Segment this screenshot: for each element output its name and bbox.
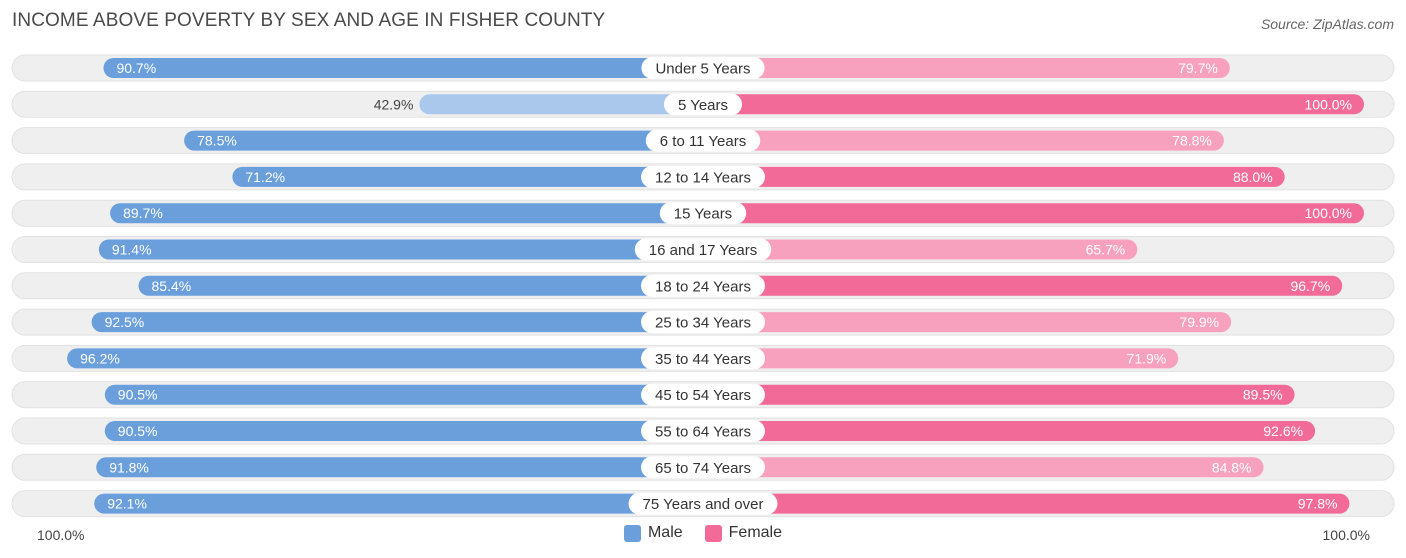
category-pill-45-to-54-years — [641, 383, 765, 406]
bar-male-18-to-24-years — [138, 275, 704, 296]
category-label-65-to-74-years: 65 to 74 Years — [655, 460, 751, 477]
value-label-male-16-and-17-years: 91.4% — [112, 242, 152, 258]
category-label-6-to-11-years: 6 to 11 Years — [660, 133, 746, 150]
category-pill-55-to-64-years — [641, 420, 765, 442]
value-label-male-75-years-and-over: 92.1% — [107, 496, 147, 512]
bar-female-25-to-34-years — [703, 312, 1232, 333]
category-label-16-and-17-years: 16 and 17 Years — [649, 242, 757, 259]
category-pill-75-years-and-over — [628, 492, 778, 515]
category-label-45-to-54-years: 45 to 54 Years — [655, 387, 751, 404]
value-label-male-18-to-24-years: 85.4% — [152, 278, 192, 294]
value-label-male-55-to-64-years: 90.5% — [118, 423, 158, 439]
category-pill-18-to-24-years — [641, 274, 765, 297]
value-label-female-55-to-64-years: 92.6% — [1263, 423, 1303, 439]
category-label-18-to-24-years: 18 to 24 Years — [655, 278, 751, 295]
value-label-female-12-to-14-years: 88.0% — [1233, 169, 1273, 185]
bar-male-35-to-44-years — [67, 348, 704, 369]
bar-female-6-to-11-years — [703, 130, 1224, 151]
legend: Male Female — [0, 524, 1406, 542]
value-label-male-35-to-44-years: 96.2% — [80, 350, 120, 366]
bar-female-5-years — [703, 94, 1364, 115]
value-label-male-45-to-54-years: 90.5% — [118, 387, 158, 403]
value-label-female-15-years: 100.0% — [1305, 205, 1352, 221]
legend-swatch-female — [704, 524, 722, 542]
bar-female-15-years — [703, 203, 1364, 224]
source-note: Source: ZipAtlas.com — [1260, 16, 1394, 32]
axis-left-label: 100.0% — [37, 527, 85, 543]
value-label-female-35-to-44-years: 71.9% — [1127, 350, 1167, 366]
legend-label-female: Female — [728, 524, 783, 541]
bar-male-45-to-54-years — [104, 384, 704, 405]
axis-right-label: 100.0% — [1322, 527, 1370, 543]
bar-male-55-to-64-years — [104, 421, 704, 441]
chart-area: 90.7% 79.7% Under 5 Years 42.9% 100.0% 5 Year… — [11, 54, 1395, 518]
category-pill-65-to-74-years — [641, 456, 765, 479]
value-label-female-6-to-11-years: 78.8% — [1172, 133, 1212, 149]
category-label-35-to-44-years: 35 to 44 Years — [655, 351, 751, 368]
bar-male-15-years — [110, 203, 703, 224]
category-pill-6-to-11-years — [645, 129, 761, 152]
chart-title: INCOME ABOVE POVERTY BY SEX AND AGE IN F… — [12, 10, 606, 31]
value-label-male-12-to-14-years: 71.2% — [245, 169, 285, 185]
bar-male-5-years — [419, 94, 703, 115]
legend-item-male[interactable]: Male — [623, 524, 683, 542]
legend-label-male: Male — [647, 524, 683, 541]
value-label-female-18-to-24-years: 96.7% — [1290, 278, 1330, 294]
category-label-under-5-years: Under 5 Years — [655, 61, 750, 78]
category-label-25-to-34-years: 25 to 34 Years — [655, 315, 751, 332]
category-pill-35-to-44-years — [641, 347, 765, 370]
category-pill-5-years — [663, 93, 743, 116]
category-label-12-to-14-years: 12 to 14 Years — [655, 169, 751, 186]
bar-male-75-years-and-over — [94, 493, 704, 514]
category-label-75-years-and-over: 75 Years and over — [643, 496, 764, 513]
value-label-male-under-5-years: 90.7% — [116, 60, 156, 76]
category-pill-15-years — [659, 202, 747, 225]
value-label-female-45-to-54-years: 89.5% — [1243, 387, 1283, 403]
bar-male-under-5-years — [103, 58, 703, 78]
bar-female-under-5-years — [703, 58, 1230, 78]
bar-female-35-to-44-years — [703, 348, 1179, 369]
bar-female-16-and-17-years — [703, 239, 1138, 260]
bar-female-12-to-14-years — [703, 166, 1285, 187]
bar-male-65-to-74-years — [96, 457, 703, 478]
legend-swatch-male — [623, 524, 641, 542]
value-label-female-65-to-74-years: 84.8% — [1212, 459, 1252, 475]
value-label-female-5-years: 100.0% — [1305, 96, 1352, 112]
value-label-female-75-years-and-over: 97.8% — [1298, 496, 1338, 512]
category-label-55-to-64-years: 55 to 64 Years — [655, 424, 751, 441]
bar-male-12-to-14-years — [232, 166, 704, 187]
bar-female-75-years-and-over — [703, 493, 1350, 514]
bar-female-55-to-64-years — [703, 421, 1316, 441]
value-label-male-6-to-11-years: 78.5% — [197, 133, 237, 149]
bar-female-65-to-74-years — [703, 457, 1264, 478]
category-label-15-years: 15 Years — [674, 206, 732, 223]
category-label-5-years: 5 Years — [678, 97, 728, 114]
value-label-female-under-5-years: 79.7% — [1178, 60, 1218, 76]
category-pill-25-to-34-years — [641, 311, 765, 334]
value-label-male-15-years: 89.7% — [123, 205, 163, 221]
bar-female-45-to-54-years — [703, 384, 1295, 405]
value-label-male-25-to-34-years: 92.5% — [105, 314, 145, 330]
value-label-female-25-to-34-years: 79.9% — [1179, 314, 1219, 330]
category-pill-16-and-17-years — [634, 238, 772, 261]
category-pill-12-to-14-years — [641, 165, 765, 188]
bar-male-16-and-17-years — [98, 239, 703, 260]
value-label-male-65-to-74-years: 91.8% — [109, 459, 149, 475]
bar-female-18-to-24-years — [703, 275, 1343, 296]
value-label-male-5-years: 42.9% — [374, 96, 414, 112]
bar-male-6-to-11-years — [184, 130, 704, 151]
category-pill-under-5-years — [641, 57, 765, 79]
value-label-female-16-and-17-years: 65.7% — [1086, 242, 1126, 258]
bar-male-25-to-34-years — [91, 312, 703, 333]
legend-item-female[interactable]: Female — [704, 524, 783, 542]
